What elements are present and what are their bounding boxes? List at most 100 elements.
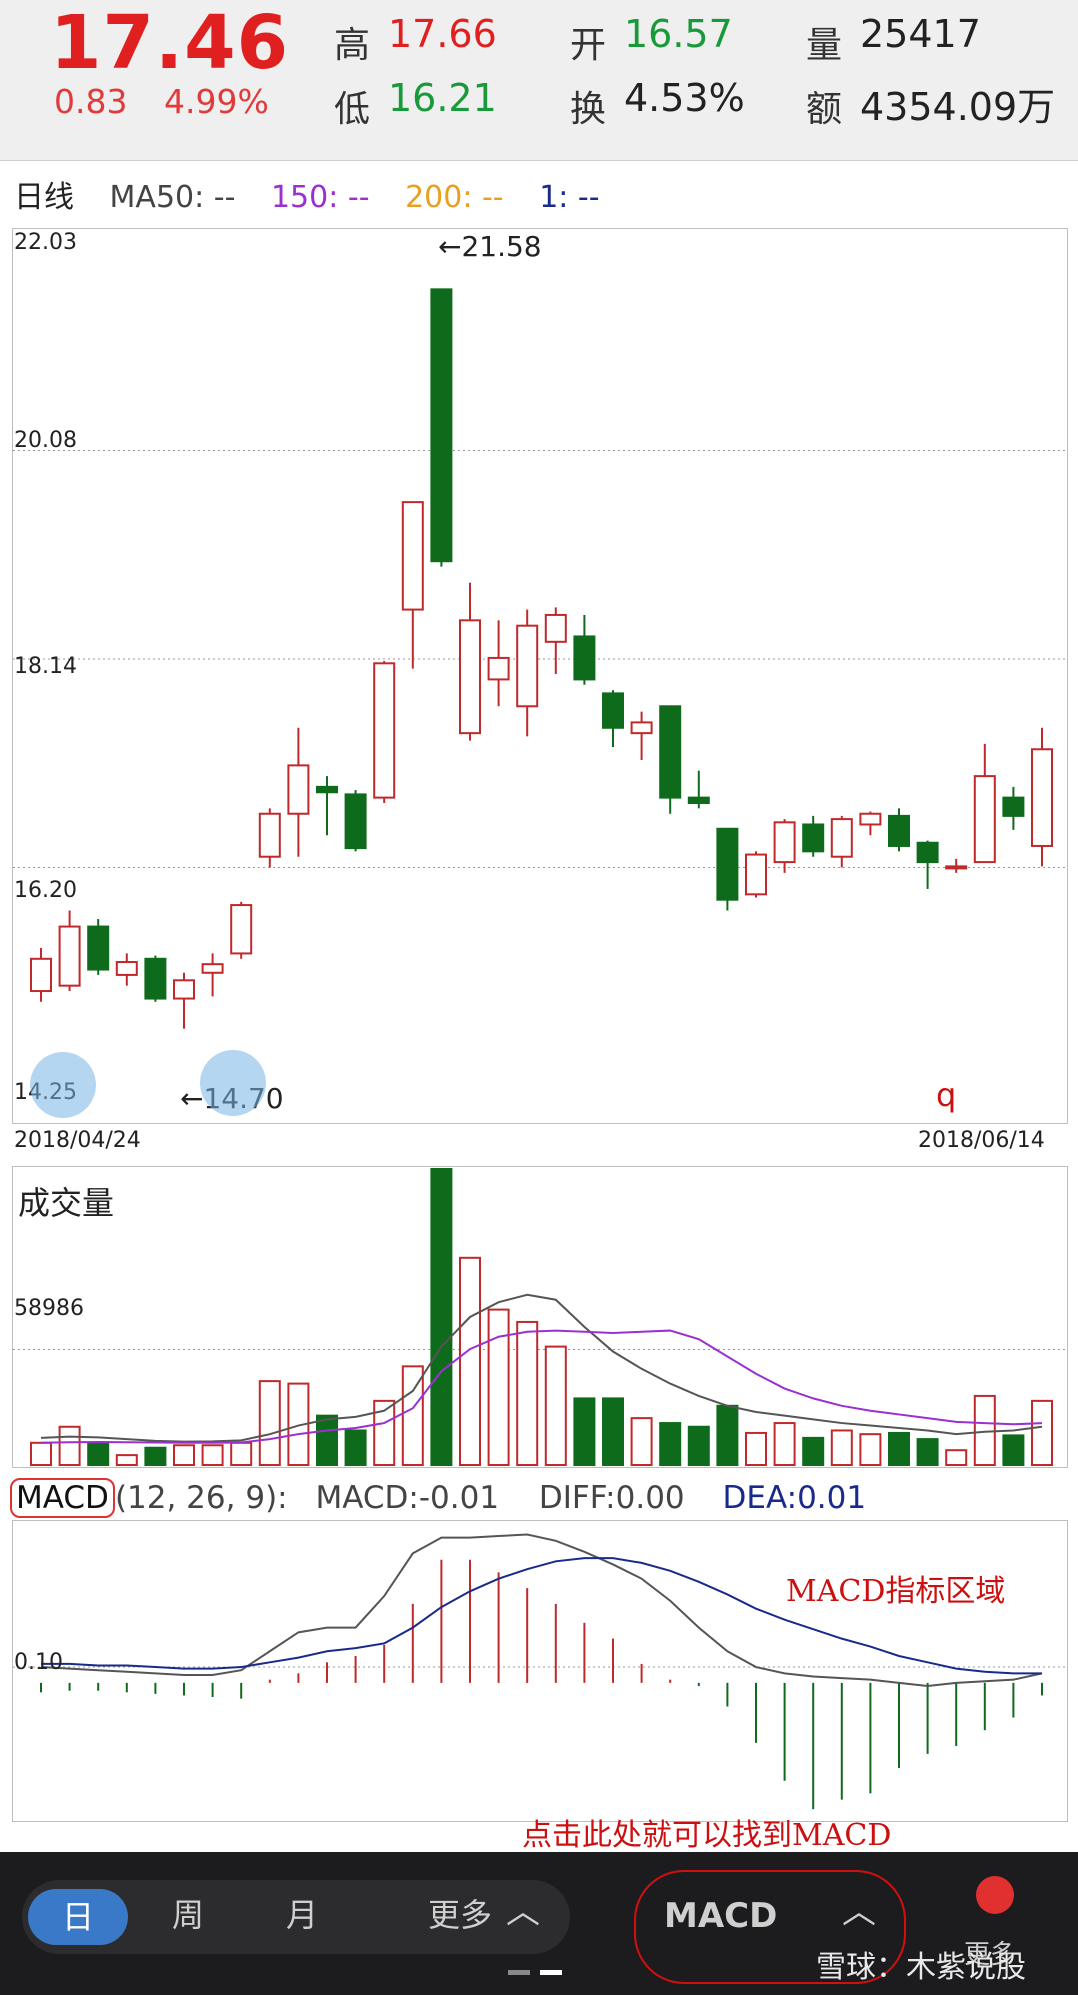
candle-body [58, 925, 81, 987]
volume-bar [745, 1431, 767, 1466]
macd-hint-annotation: 点击此处就可以找到MACD [522, 1818, 892, 1853]
candle-body [344, 793, 367, 850]
volume-bar [859, 1433, 882, 1466]
volume-bar [544, 1345, 567, 1467]
macd-chart [13, 1533, 1067, 1810]
volume-bar [401, 1365, 424, 1466]
candle-body [916, 841, 939, 864]
candle-body [373, 662, 396, 799]
chevron-up-icon[interactable]: ︿ [842, 1892, 876, 1932]
collapse-circle-icon[interactable] [30, 1052, 96, 1118]
macd-value: MACD:-0.01 [315, 1480, 500, 1516]
candle-body [773, 821, 796, 864]
ma150-value: 150: -- [270, 180, 370, 215]
volume-bar [373, 1399, 396, 1466]
volume-bar [87, 1443, 110, 1466]
volume-bar [487, 1308, 510, 1466]
price-change: 0.83 [54, 82, 128, 121]
candle-body [258, 812, 281, 858]
dea-line [41, 1557, 1042, 1675]
diff-line [40, 1533, 1043, 1688]
candle-body [287, 764, 310, 815]
candle-body [316, 785, 338, 794]
fullscreen-circle-icon[interactable] [200, 1050, 266, 1116]
y-tick-max: 22.03 [14, 230, 77, 255]
more-dot-icon[interactable] [976, 1876, 1014, 1914]
corner-mark: q [936, 1076, 957, 1114]
y-tick-3: 18.14 [14, 654, 77, 679]
more-button-label[interactable]: 更多 [964, 1940, 1017, 1970]
amount-label: 额 [806, 89, 843, 130]
period-label[interactable]: 日线 [14, 180, 74, 215]
candle-body [945, 865, 968, 870]
last-price: 17.46 [50, 0, 290, 86]
volume-bar [916, 1438, 939, 1467]
volume-bar [58, 1425, 81, 1466]
volume-bar [30, 1441, 52, 1466]
volume-bar [830, 1429, 853, 1467]
turnover-value: 4.53% [624, 76, 745, 120]
high-label: 高 [334, 25, 371, 66]
candle-body [630, 721, 653, 735]
open-label: 开 [570, 25, 607, 66]
price-change-percent: 4.99% [164, 82, 269, 121]
volume-chart [13, 1168, 1067, 1467]
macd-indicator-name[interactable]: MACD [10, 1478, 115, 1518]
ma200-value: 200: -- [405, 180, 504, 215]
candlestick-chart [13, 288, 1067, 1029]
candle-body [487, 656, 510, 681]
candle-body [716, 827, 739, 901]
low-value: 16.21 [388, 76, 497, 120]
tab-day[interactable]: 日 [28, 1889, 128, 1945]
volume-bar [773, 1422, 796, 1467]
y-tick-4: 16.20 [14, 878, 77, 903]
candle-body [544, 613, 567, 643]
volume-value: 25417 [860, 12, 981, 56]
candle-body [1031, 748, 1053, 847]
indicator-button[interactable]: MACD [664, 1896, 778, 1936]
candle-body [401, 501, 424, 611]
quote-header: 17.46 0.83 4.99% 高 17.66 低 16.21 开 16.57… [0, 0, 1078, 161]
volume-bar [888, 1431, 910, 1466]
macd-panel[interactable] [12, 1520, 1068, 1822]
volume-ma-line-gray [40, 1293, 1043, 1443]
volume-tick: 58986 [14, 1296, 84, 1321]
volume-panel[interactable] [12, 1166, 1068, 1468]
candle-body [115, 961, 138, 976]
macd-params: (12, 26, 9): [114, 1480, 288, 1516]
candle-body [144, 957, 167, 1000]
volume-bar [430, 1168, 453, 1466]
candle-body [201, 963, 224, 974]
volume-bar [602, 1397, 624, 1466]
end-date: 2018/06/14 [918, 1128, 1045, 1153]
candle-body [1002, 796, 1025, 817]
tab-week[interactable]: 周 [171, 1896, 204, 1934]
candle-body [459, 619, 481, 735]
macd-region-annotation: MACD指标区域 [786, 1574, 1006, 1609]
dea-value: DEA:0.01 [722, 1480, 867, 1516]
volume-bar [687, 1425, 710, 1466]
more-periods-button[interactable]: 更多 [427, 1896, 492, 1934]
volume-bar [173, 1444, 195, 1466]
volume-bar [316, 1414, 338, 1467]
volume-bar [258, 1380, 281, 1466]
ma50-value: MA50: -- [109, 180, 236, 215]
chevron-up-icon[interactable]: ︿ [506, 1892, 540, 1932]
volume-bar [344, 1429, 367, 1467]
tab-month[interactable]: 月 [285, 1896, 318, 1934]
candle-body [687, 796, 710, 804]
diff-value: DIFF:0.00 [538, 1480, 685, 1516]
page-indicator [508, 1970, 530, 1975]
volume-bar [659, 1422, 682, 1467]
candle-body [802, 823, 825, 853]
volume-bar [459, 1256, 481, 1466]
price-chart-panel[interactable] [12, 228, 1068, 1124]
high-marker: ←21.58 [438, 230, 542, 263]
page-indicator-active [540, 1970, 562, 1975]
high-value: 17.66 [388, 12, 497, 56]
volume-bar [144, 1446, 167, 1467]
candle-body [30, 957, 52, 993]
volume-bar [516, 1320, 539, 1466]
macd-legend: MACD (12, 26, 9): MACD:-0.01 DIFF:0.00 DE… [10, 1478, 867, 1518]
candle-body [859, 812, 882, 826]
